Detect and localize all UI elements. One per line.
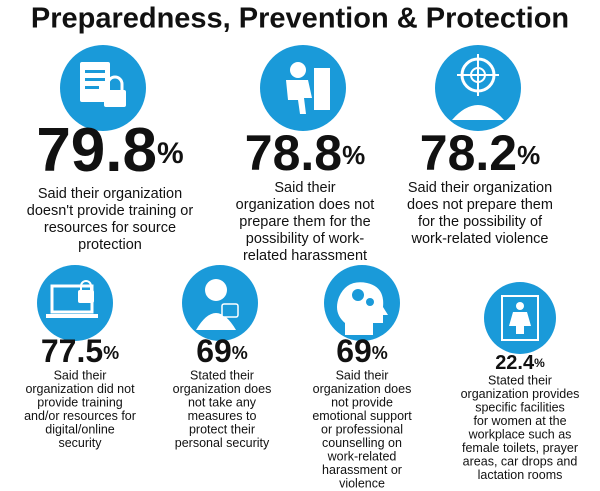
stat-description: organization does xyxy=(173,382,272,396)
stat-description: for women at the xyxy=(473,414,566,428)
stat-description: Stated their xyxy=(488,373,552,387)
icon-laptop xyxy=(37,265,113,341)
stat: 79.8% xyxy=(36,116,183,185)
stat-description: counselling on xyxy=(322,436,402,450)
stat: 77.5% xyxy=(41,333,119,369)
stat-description: work-related xyxy=(327,449,397,463)
stat-description: organization did not xyxy=(25,382,135,396)
stat-description: organization does xyxy=(313,382,412,396)
icon-person-lock xyxy=(182,265,258,341)
stat-description: for the possibility of xyxy=(418,214,543,230)
stat-description: digital/online xyxy=(45,422,115,436)
icon-female xyxy=(484,282,556,354)
stat-unit: % xyxy=(103,343,119,363)
stat-value: 79.8 xyxy=(36,116,157,185)
stat-description: Stated their xyxy=(190,368,254,382)
stat-description: organization provides xyxy=(461,387,580,401)
stat-description: provide training xyxy=(37,395,123,409)
stat: 69% xyxy=(336,333,388,369)
stat-description: protect their xyxy=(189,422,255,436)
stat-description: not take any xyxy=(188,395,257,409)
stat-description: emotional support xyxy=(312,409,412,423)
stat-description: Said their organization xyxy=(408,180,552,196)
stat-description: measures to xyxy=(188,409,257,423)
stat-description: or professional xyxy=(321,422,403,436)
stat-description: resources for source xyxy=(44,220,176,236)
stat: 78.2% xyxy=(420,125,540,181)
icon-harassment xyxy=(260,45,346,131)
stat-description: female toilets, prayer xyxy=(462,441,578,455)
stat-unit: % xyxy=(157,137,184,170)
stat-description: possibility of work- xyxy=(246,231,365,247)
stat-description: Said their xyxy=(274,180,335,196)
stat-value: 22.4 xyxy=(495,352,535,374)
icon-target xyxy=(435,45,521,131)
stat-unit: % xyxy=(372,343,388,363)
stat-value: 78.8 xyxy=(245,125,342,181)
stat-unit: % xyxy=(517,140,540,170)
stat-description: violence xyxy=(339,476,385,490)
stat-description: organization does not xyxy=(236,197,375,213)
stat-value: 78.2 xyxy=(420,125,517,181)
stat-description: security xyxy=(58,436,102,450)
title: Preparedness, Prevention & Protection xyxy=(31,3,569,35)
stat-description: Said their xyxy=(336,368,389,382)
stat-description: harassment or xyxy=(322,463,402,477)
stat-description: specific facilities xyxy=(475,400,565,414)
stat-description: work-related violence xyxy=(410,231,548,247)
stat-unit: % xyxy=(342,140,365,170)
stat-description: and/or resources for xyxy=(24,409,136,423)
stat: 78.8% xyxy=(245,125,365,181)
stat-value: 69 xyxy=(336,333,372,369)
stat-description: Said their xyxy=(54,368,107,382)
stat-description: related harassment xyxy=(243,248,367,264)
stat-unit: % xyxy=(534,356,545,370)
stat-description: Said their organization xyxy=(38,186,182,202)
stat: 22.4% xyxy=(495,352,545,374)
stat-description: not provide xyxy=(331,395,393,409)
stat-description: workplace such as xyxy=(468,427,572,441)
stat: 69% xyxy=(196,333,248,369)
stat-unit: % xyxy=(232,343,248,363)
stat-description: areas, car drops and xyxy=(463,454,578,468)
stat-description: doesn't provide training or xyxy=(27,203,194,219)
stat-description: lactation rooms xyxy=(478,468,563,482)
stat-description: protection xyxy=(78,237,142,253)
stat-value: 69 xyxy=(196,333,232,369)
stat-description: does not prepare them xyxy=(407,197,553,213)
stat-description: personal security xyxy=(175,436,270,450)
stat-value: 77.5 xyxy=(41,333,103,369)
icon-documents xyxy=(60,45,146,131)
stat-description: prepare them for the xyxy=(239,214,370,230)
icon-head-gears xyxy=(324,265,400,341)
